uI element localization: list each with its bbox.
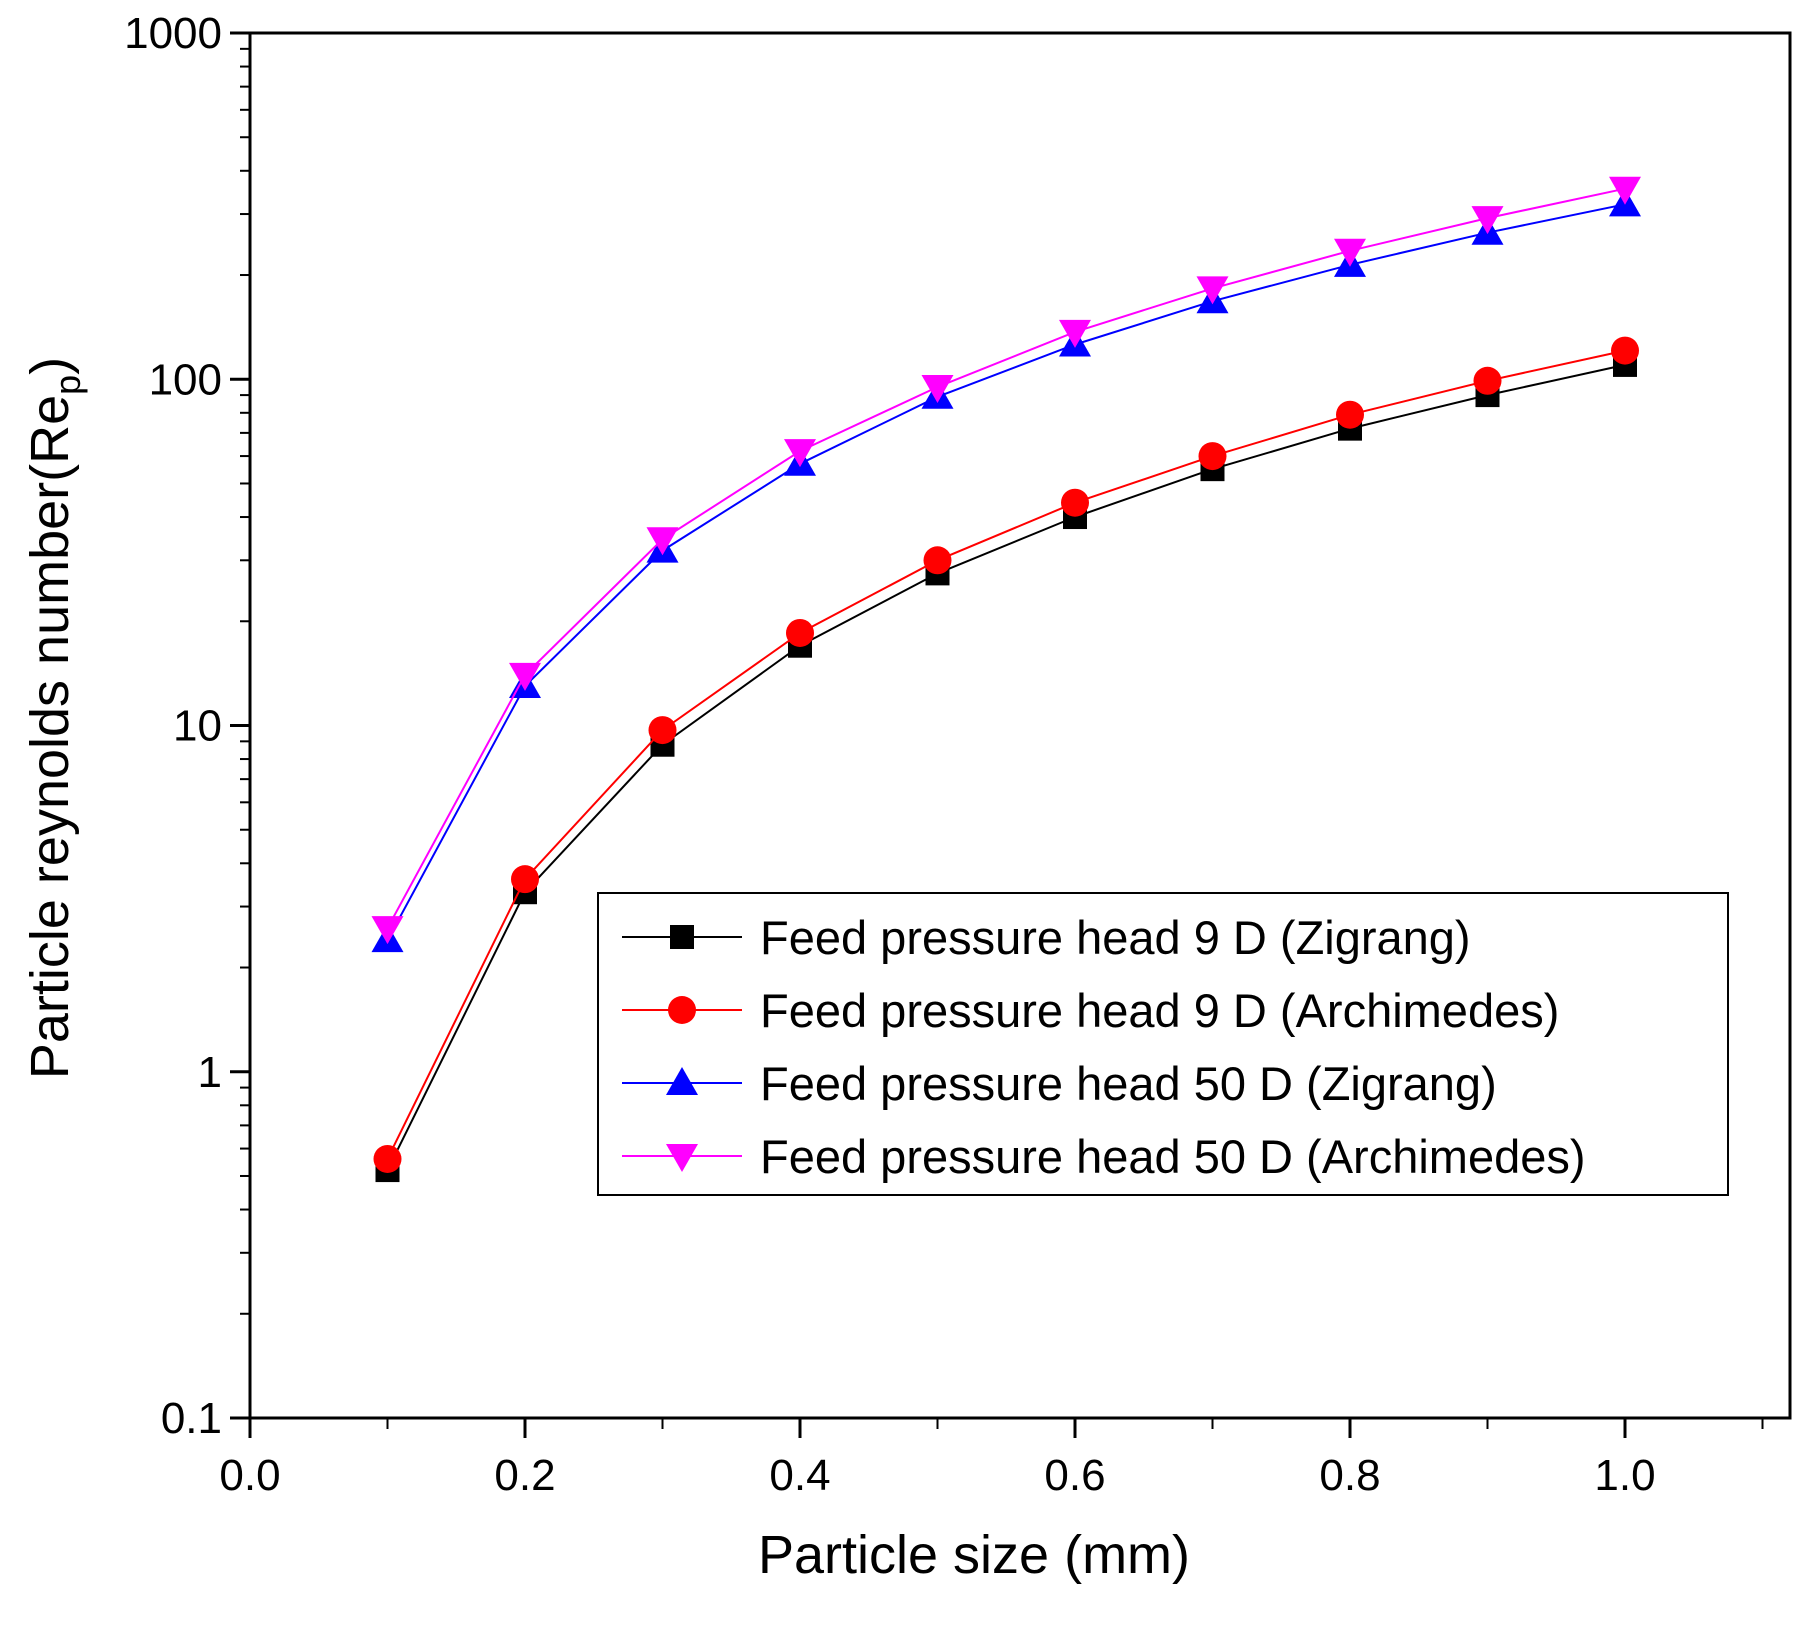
data-point-triangle-down[interactable] bbox=[371, 916, 404, 945]
legend-label: Feed pressure head 50 D (Zigrang) bbox=[760, 1057, 1497, 1110]
y-axis-title: Particle reynolds number(Rep) bbox=[20, 357, 88, 1079]
axis-major-ticks bbox=[230, 31, 1764, 1438]
y-tick-label: 0.1 bbox=[161, 1394, 222, 1443]
y-axis-title-close: ) bbox=[20, 357, 80, 375]
legend-label: Feed pressure head 50 D (Archimedes) bbox=[760, 1130, 1586, 1183]
legend-entry[interactable]: Feed pressure head 50 D (Archimedes) bbox=[622, 1130, 1586, 1183]
legend-label: Feed pressure head 9 D (Zigrang) bbox=[760, 911, 1471, 964]
y-tick-labels: 0.1 1 10 100 1000 bbox=[124, 9, 222, 1443]
data-point-triangle-down[interactable] bbox=[1059, 319, 1091, 348]
data-point-circle[interactable] bbox=[786, 618, 814, 647]
data-point-circle[interactable] bbox=[1061, 488, 1089, 517]
legend-entry[interactable]: Feed pressure head 9 D (Archimedes) bbox=[622, 984, 1559, 1037]
legend-marker-triangle-down bbox=[666, 1144, 698, 1172]
x-tick-label: 0.2 bbox=[494, 1451, 555, 1500]
y-axis-title-subscript: p bbox=[47, 375, 88, 395]
legend-marker-triangle-up bbox=[666, 1067, 698, 1095]
data-point-circle[interactable] bbox=[373, 1144, 402, 1173]
y-minor-ticks bbox=[240, 47, 250, 1315]
data-point-circle[interactable] bbox=[1473, 366, 1502, 395]
series-line bbox=[386, 363, 1626, 1171]
data-point-triangle-down[interactable] bbox=[646, 527, 679, 556]
y-tick-label: 1000 bbox=[124, 9, 222, 58]
x-tick-label: 0.4 bbox=[769, 1451, 830, 1500]
legend-label: Feed pressure head 9 D (Archimedes) bbox=[760, 984, 1559, 1037]
data-point-triangle-down[interactable] bbox=[1334, 238, 1366, 267]
legend-marker-circle bbox=[668, 996, 696, 1024]
legend: Feed pressure head 9 D (Zigrang) Feed pr… bbox=[597, 892, 1729, 1196]
data-point-circle[interactable] bbox=[1198, 442, 1227, 471]
data-point-triangle-down[interactable] bbox=[1609, 176, 1641, 205]
series-line bbox=[386, 203, 1626, 941]
series-2 bbox=[373, 336, 1639, 1173]
data-point-triangle-down[interactable] bbox=[509, 662, 541, 691]
data-point-circle[interactable] bbox=[511, 865, 539, 894]
legend-entry[interactable]: Feed pressure head 9 D (Zigrang) bbox=[622, 911, 1471, 964]
y-tick-label: 1 bbox=[198, 1048, 222, 1097]
data-point-circle[interactable] bbox=[1611, 336, 1639, 365]
series-line bbox=[386, 187, 1626, 929]
y-axis-title-main: Particle reynolds number(Re bbox=[20, 395, 80, 1079]
series-4 bbox=[371, 176, 1641, 945]
x-tick-label: 0.8 bbox=[1319, 1451, 1380, 1500]
x-tick-label: 0.6 bbox=[1044, 1451, 1105, 1500]
x-axis-title: Particle size (mm) bbox=[758, 1525, 1190, 1585]
series-layer bbox=[371, 176, 1641, 1183]
data-point-triangle-down[interactable] bbox=[921, 374, 954, 403]
plot-frame bbox=[248, 31, 1792, 1420]
legend-entry[interactable]: Feed pressure head 50 D (Zigrang) bbox=[622, 1057, 1497, 1110]
data-point-triangle-down[interactable] bbox=[784, 439, 816, 468]
x-tick-labels: 0.0 0.2 0.4 0.6 0.8 1.0 bbox=[219, 1451, 1655, 1500]
x-tick-label: 1.0 bbox=[1594, 1451, 1655, 1500]
data-point-triangle-down[interactable] bbox=[1196, 276, 1229, 305]
y-tick-label: 10 bbox=[173, 702, 222, 751]
data-point-circle[interactable] bbox=[923, 546, 952, 575]
data-point-circle[interactable] bbox=[648, 716, 677, 745]
legend-marker-square bbox=[670, 925, 694, 949]
y-tick-label: 100 bbox=[149, 355, 222, 404]
legend-box bbox=[597, 892, 1729, 1196]
data-point-triangle-down[interactable] bbox=[1471, 206, 1504, 235]
series-line bbox=[386, 349, 1626, 1160]
x-tick-label: 0.0 bbox=[219, 1451, 280, 1500]
data-point-circle[interactable] bbox=[1336, 400, 1364, 429]
